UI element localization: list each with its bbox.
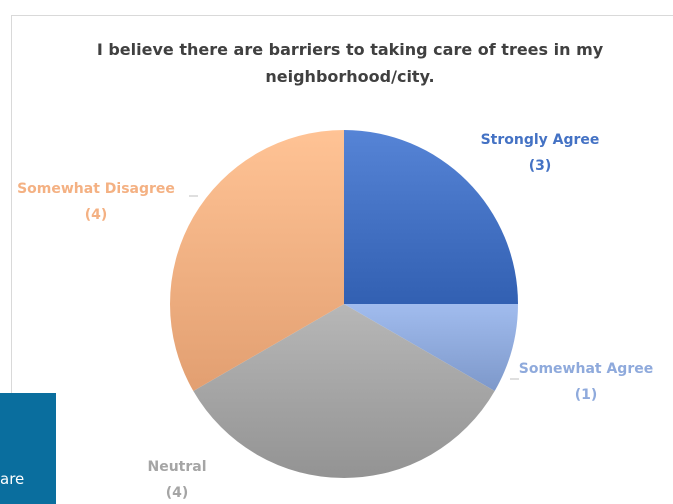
slice-value-label-somewhat-disagree: (4) [85,207,108,223]
slice-value-label-somewhat-agree: (1) [575,387,598,403]
pie-slice-strongly-agree [344,130,518,304]
pie-slice-somewhat-disagree [169,130,344,391]
pie-slice-somewhat-agree [344,304,518,391]
slice-value-label-strongly-agree: (3) [529,158,552,174]
slice-value-label-neutral: (4) [166,485,189,501]
overlay-panel [0,393,56,504]
slice-label-strongly-agree: Strongly Agree [481,132,600,148]
slice-label-neutral: Neutral [147,459,206,475]
slice-label-somewhat-disagree: Somewhat Disagree [17,181,175,197]
chart-title: I believe there are barriers to taking c… [96,40,604,86]
pie-slice-neutral [193,304,495,479]
overlay-text: are [0,470,25,488]
slice-label-somewhat-agree: Somewhat Agree [519,361,653,377]
